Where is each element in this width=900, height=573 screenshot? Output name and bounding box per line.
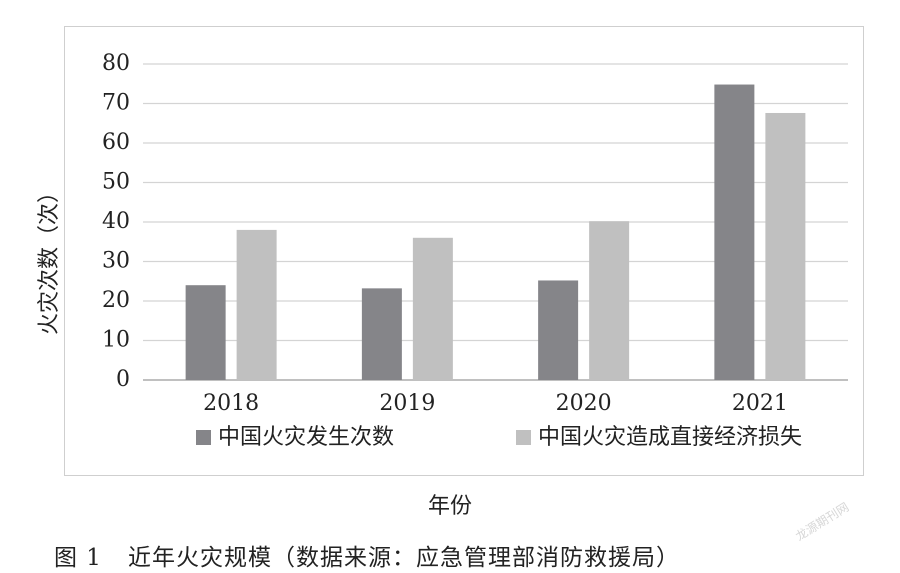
y-tick-labels: 0 10 20 30 40 50 60 70 80 xyxy=(102,51,130,392)
bar-2020-series-1 xyxy=(538,280,579,380)
caption-text: 近年火灾规模（数据来源：应急管理部消防救援局） xyxy=(127,545,680,571)
y-tick-label: 40 xyxy=(102,209,130,234)
x-tick-label: 2019 xyxy=(379,391,435,416)
y-tick-label: 80 xyxy=(102,51,130,76)
y-tick-label: 30 xyxy=(102,249,130,274)
y-axis-title: 火灾次数（次） xyxy=(37,181,62,335)
y-tick-label: 20 xyxy=(102,288,130,313)
bar-2018-series-1 xyxy=(185,285,226,380)
legend: 中国火灾发生次数 中国火灾造成直接经济损失 xyxy=(196,425,802,450)
bars xyxy=(185,84,806,380)
y-tick-label: 0 xyxy=(116,367,130,392)
legend-label: 中国火灾发生次数 xyxy=(218,425,394,450)
y-tick-label: 70 xyxy=(102,91,130,116)
y-tick-label: 60 xyxy=(102,130,130,155)
x-tick-label: 2020 xyxy=(556,391,612,416)
bar-2018-series-2 xyxy=(236,229,277,380)
bar-2019-series-2 xyxy=(412,237,453,380)
x-tick-label: 2018 xyxy=(203,391,259,416)
legend-swatch xyxy=(196,430,211,445)
x-tick-label: 2021 xyxy=(732,391,788,416)
bar-2021-series-1 xyxy=(714,84,755,380)
bar-2020-series-2 xyxy=(589,221,630,380)
chart-frame xyxy=(64,26,864,476)
x-tick-labels: 2018 2019 2020 2021 xyxy=(203,391,788,416)
bar-2019-series-1 xyxy=(361,288,402,380)
legend-swatch xyxy=(516,430,531,445)
legend-label: 中国火灾造成直接经济损失 xyxy=(538,425,802,450)
y-tick-label: 50 xyxy=(102,170,130,195)
bar-2021-series-2 xyxy=(765,112,806,380)
y-tick-label: 10 xyxy=(102,328,130,353)
caption-number: 图 1 xyxy=(54,545,102,571)
figure-caption: 图 1 近年火灾规模（数据来源：应急管理部消防救援局） xyxy=(54,538,680,572)
x-axis-title: 年份 xyxy=(427,494,472,519)
